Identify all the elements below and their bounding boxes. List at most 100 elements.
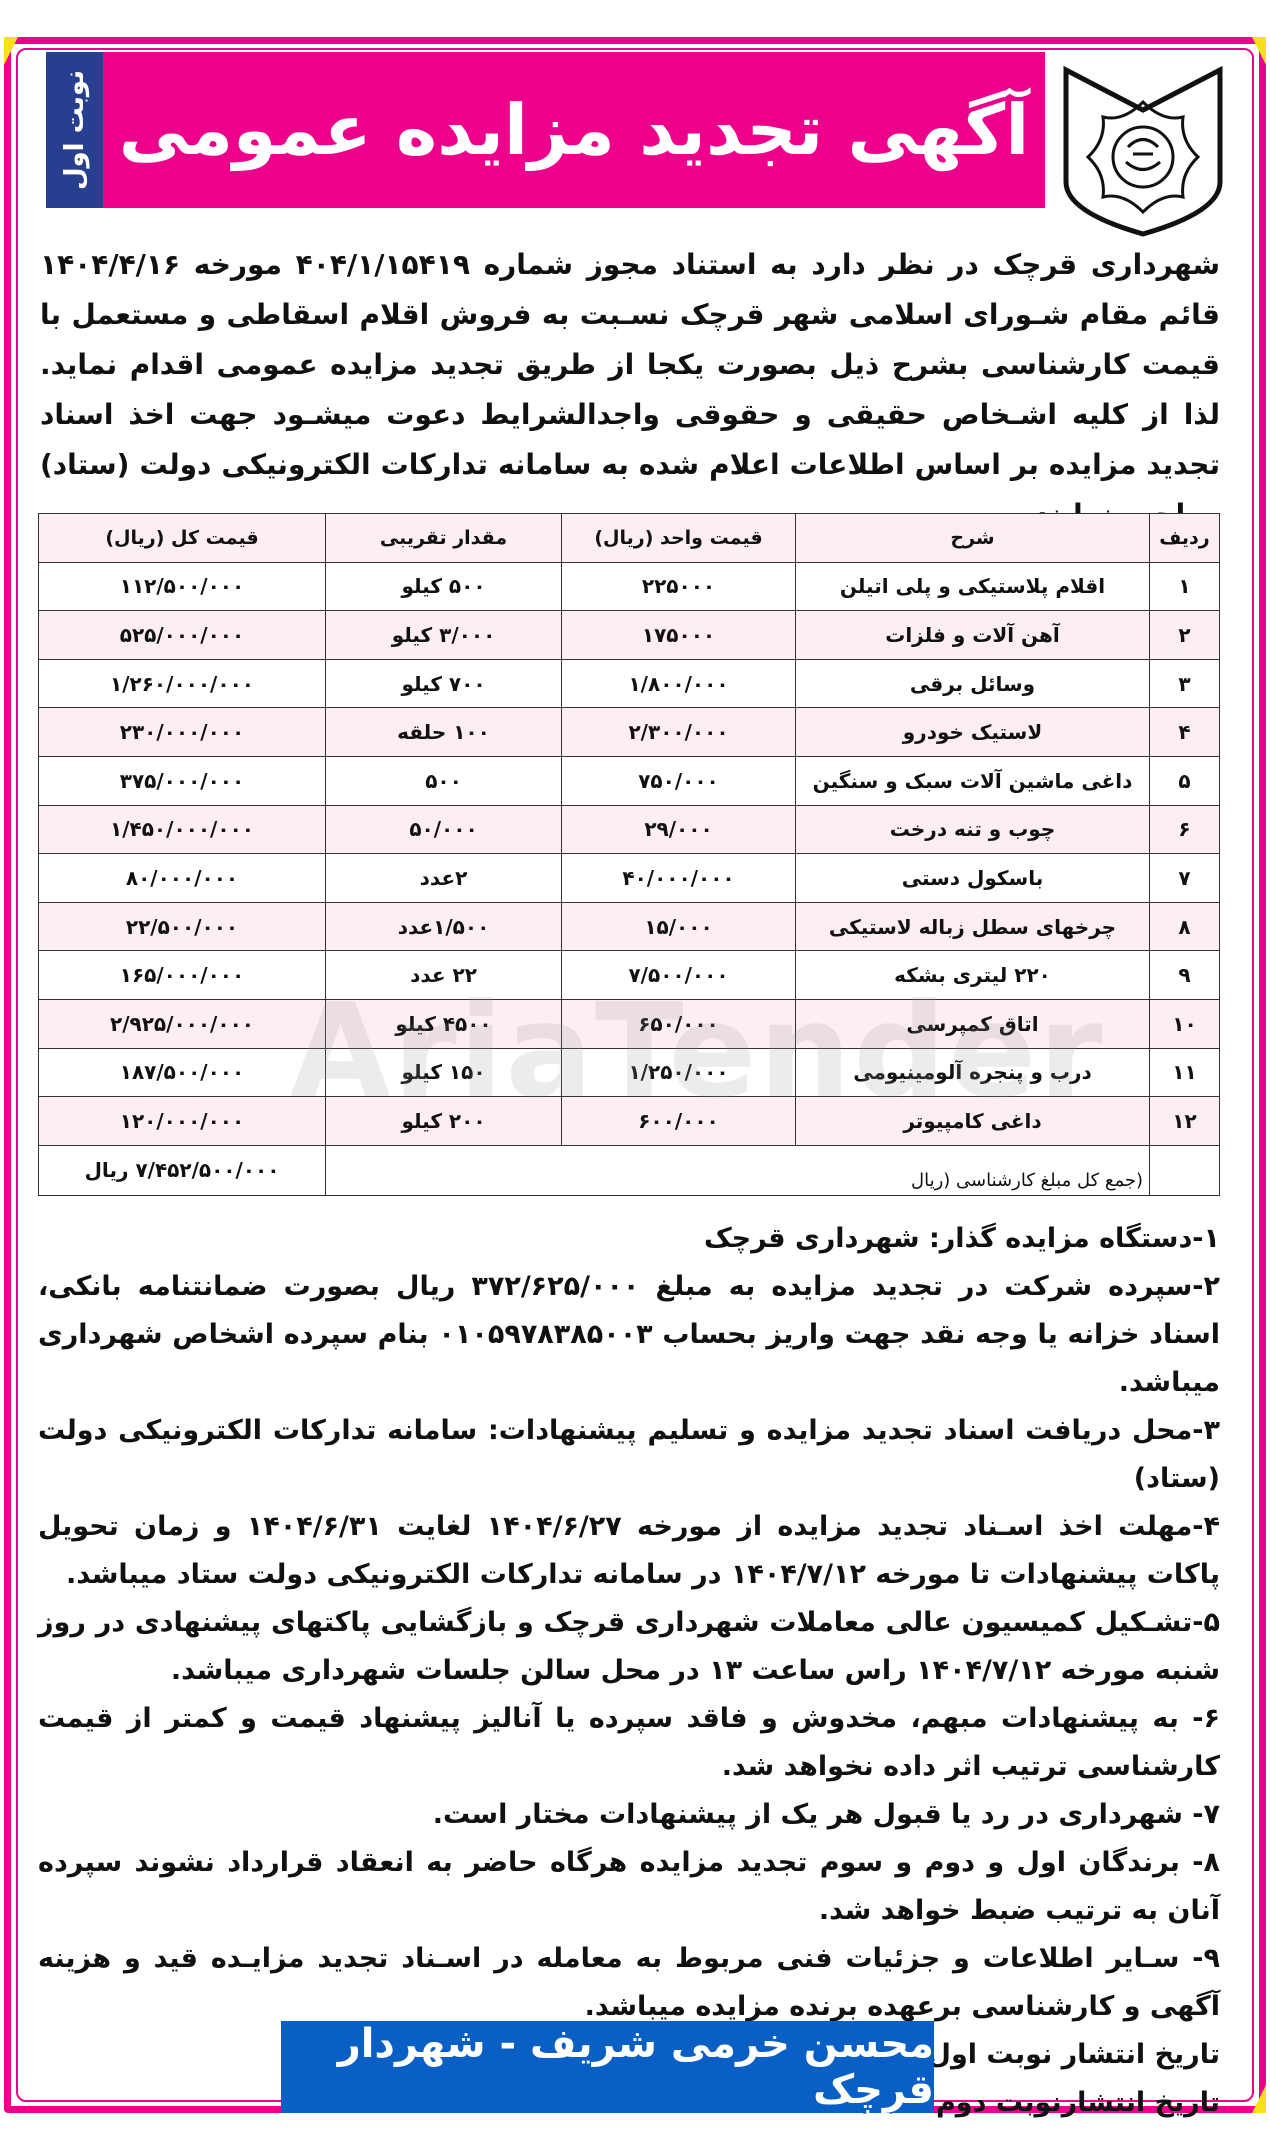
item-description: چوب و تنه درخت	[795, 804, 1150, 855]
edition-tab: نوبت اول	[46, 52, 103, 208]
municipality-emblem-icon	[1063, 65, 1223, 237]
item-description: اتاق کمپرسی	[795, 998, 1150, 1049]
table-row: ۳ وسائل برقی ۱/۸۰۰/۰۰۰ ۷۰۰ کیلو ۱/۲۶۰/۰۰۰/۰۰…	[38, 658, 1220, 709]
quantity: ۲عدد	[325, 853, 562, 903]
clause-item: ۵-تشـکیل کمیسیون عالی معاملات شهرداری قر…	[38, 1607, 1220, 1686]
total-price: ۱۸۷/۵۰۰/۰۰۰	[38, 1047, 326, 1098]
column-header: قیمت کل (ریال)	[38, 513, 326, 563]
item-description: وسائل برقی	[795, 658, 1150, 709]
row-number: ۱	[1149, 561, 1220, 612]
clause-item: ۹- سـایر اطلاعات و جزئیات فنی مربوط به م…	[38, 1943, 1220, 2022]
quantity: ۳/۰۰۰ کیلو	[325, 610, 562, 660]
total-price: ۲/۹۲۵/۰۰۰/۰۰۰	[38, 998, 326, 1049]
clause-item: ۷- شهرداری در رد یا قبول هر یک از پیشنها…	[432, 1799, 1220, 1830]
edition-label: نوبت اول	[59, 69, 90, 191]
item-description: داغی کامپیوتر	[795, 1096, 1150, 1146]
item-description: اقلام پلاستیکی و پلی اتیلن	[795, 561, 1150, 612]
unit-price: ۷/۵۰۰/۰۰۰	[561, 950, 796, 1000]
total-row: (جمع کل مبلغ کارشناسی (ریال ۷/۴۵۲/۵۰۰/۰۰۰…	[38, 1144, 1220, 1196]
total-price: ۲۳۰/۰۰۰/۰۰۰	[38, 707, 326, 757]
items-table: ردیف شرح قیمت واحد (ریال) مقدار تقریبی قیمت …	[38, 513, 1220, 1196]
unit-price: ۴۰/۰۰۰/۰۰۰	[561, 853, 796, 903]
corner-decoration	[1252, 2085, 1266, 2113]
quantity: ۱/۵۰۰عدد	[325, 901, 562, 952]
unit-price: ۱/۸۰۰/۰۰۰	[561, 658, 796, 709]
row-number: ۵	[1149, 755, 1220, 806]
page-title: آگهی تجدید مزایده عمومی	[118, 89, 1030, 171]
table-row: ۲ آهن آلات و فلزات ۱۷۵۰۰۰ ۳/۰۰۰ کیلو ۵۲۵/۰۰۰…	[38, 610, 1220, 660]
total-price: ۱۶۵/۰۰۰/۰۰۰	[38, 950, 326, 1000]
quantity: ۷۰۰ کیلو	[325, 658, 562, 709]
quantity: ۴۵۰۰ کیلو	[325, 998, 562, 1049]
quantity: ۵۰/۰۰۰	[325, 804, 562, 855]
clause-item: ۴-مهلت اخذ اسـناد تجدید مزایده از مورخه …	[38, 1511, 1221, 1590]
quantity: ۲۲ عدد	[325, 950, 562, 1000]
row-number: ۷	[1149, 853, 1220, 903]
total-value: ۷/۴۵۲/۵۰۰/۰۰۰ ریال	[38, 1144, 326, 1196]
row-number: ۴	[1149, 707, 1220, 757]
total-price: ۸۰/۰۰۰/۰۰۰	[38, 853, 326, 903]
intro-paragraph: شهرداری قرچک در نظر دارد به استناد مجوز …	[40, 248, 1221, 531]
row-number: ۶	[1149, 804, 1220, 855]
quantity: ۲۰۰ کیلو	[325, 1096, 562, 1146]
column-header: قیمت واحد (ریال)	[561, 513, 796, 563]
table-row: ۱۱ درب و پنجره آلومینیومی ۱/۲۵۰/۰۰۰ ۱۵۰ کیل…	[38, 1047, 1220, 1098]
signature-box: محسن خرمی شریف - شهردار قرچک	[281, 2021, 934, 2113]
clause-item: ۸- برندگان اول و دوم و سوم تجدید مزایده …	[38, 1847, 1220, 1926]
quantity: ۱۰۰ حلقه	[325, 707, 562, 757]
total-price: ۱۱۲/۵۰۰/۰۰۰	[38, 561, 326, 612]
column-header: مقدار تقریبی	[325, 513, 562, 563]
table-row: ۷ باسکول دستی ۴۰/۰۰۰/۰۰۰ ۲عدد ۸۰/۰۰۰/۰۰۰	[38, 853, 1220, 903]
table-row: ۱۰ اتاق کمپرسی ۶۵۰/۰۰۰ ۴۵۰۰ کیلو ۲/۹۲۵/۰۰۰/۰…	[38, 998, 1220, 1049]
item-description: درب و پنجره آلومینیومی	[795, 1047, 1150, 1098]
unit-price: ۱۷۵۰۰۰	[561, 610, 796, 660]
item-description: داغی ماشین آلات سبک و سنگین	[795, 755, 1150, 806]
total-label: (جمع کل مبلغ کارشناسی (ریال	[325, 1144, 1150, 1196]
unit-price: ۲/۳۰۰/۰۰۰	[561, 707, 796, 757]
table-row: ۵ داغی ماشین آلات سبک و سنگین ۷۵۰/۰۰۰ ۵۰۰ ۳۷…	[38, 755, 1220, 806]
row-number: ۳	[1149, 658, 1220, 709]
clause-item: ۲-سپرده شرکت در تجدید مزایده به مبلغ ۳۷۲…	[38, 1271, 1221, 1398]
total-price: ۵۲۵/۰۰۰/۰۰۰	[38, 610, 326, 660]
corner-decoration	[4, 37, 18, 65]
total-empty	[1149, 1144, 1220, 1196]
total-price: ۱/۴۵۰/۰۰۰/۰۰۰	[38, 804, 326, 855]
item-description: لاستیک خودرو	[795, 707, 1150, 757]
unit-price: ۷۵۰/۰۰۰	[561, 755, 796, 806]
watermark: AriaTender	[290, 975, 1105, 1127]
total-price: ۱۲۰/۰۰۰/۰۰۰	[38, 1096, 326, 1146]
unit-price: ۱/۲۵۰/۰۰۰	[561, 1047, 796, 1098]
item-description: باسکول دستی	[795, 853, 1150, 903]
table-row: ۸ چرخهای سطل زباله لاستیکی ۱۵/۰۰۰ ۱/۵۰۰عدد ۲…	[38, 901, 1220, 952]
clause-item: ۱-دستگاه مزایده گذار: شهرداری قرچک	[704, 1223, 1220, 1254]
title-banner: آگهی تجدید مزایده عمومی	[103, 52, 1045, 208]
row-number: ۱۰	[1149, 998, 1220, 1049]
row-number: ۲	[1149, 610, 1220, 660]
unit-price: ۲۲۵۰۰۰	[561, 561, 796, 612]
quantity: ۵۰۰	[325, 755, 562, 806]
item-description: چرخهای سطل زباله لاستیکی	[795, 901, 1150, 952]
item-description: آهن آلات و فلزات	[795, 610, 1150, 660]
column-header: شرح	[795, 513, 1150, 563]
clause-item: ۶- به پیشنهادات مبهم، مخدوش و فاقد سپرده…	[38, 1703, 1220, 1782]
table-row: ۴ لاستیک خودرو ۲/۳۰۰/۰۰۰ ۱۰۰ حلقه ۲۳۰/۰۰۰/۰۰…	[38, 707, 1220, 757]
table-row: ۱ اقلام پلاستیکی و پلی اتیلن ۲۲۵۰۰۰ ۵۰۰ کیل…	[38, 561, 1220, 612]
column-header: ردیف	[1149, 513, 1220, 563]
table-row: ۶ چوب و تنه درخت ۲۹/۰۰۰ ۵۰/۰۰۰ ۱/۴۵۰/۰۰۰/۰۰۰	[38, 804, 1220, 855]
signature: محسن خرمی شریف - شهردار قرچک	[337, 2021, 934, 2113]
table-row: ۱۲ داغی کامپیوتر ۶۰۰/۰۰۰ ۲۰۰ کیلو ۱۲۰/۰۰۰/۰۰…	[38, 1096, 1220, 1146]
unit-price: ۶۵۰/۰۰۰	[561, 998, 796, 1049]
row-number: ۱۲	[1149, 1096, 1220, 1146]
quantity: ۵۰۰ کیلو	[325, 561, 562, 612]
total-price: ۲۲/۵۰۰/۰۰۰	[38, 901, 326, 952]
clause-item: ۳-محل دریافت اسناد تجدید مزایده و تسلیم …	[38, 1415, 1220, 1494]
row-number: ۱۱	[1149, 1047, 1220, 1098]
corner-decoration	[1252, 37, 1266, 65]
clauses-list: ۱-دستگاه مزایده گذار: شهرداری قرچک ۲-سپرد…	[38, 1215, 1220, 2127]
total-price: ۱/۲۶۰/۰۰۰/۰۰۰	[38, 658, 326, 709]
unit-price: ۱۵/۰۰۰	[561, 901, 796, 952]
unit-price: ۲۹/۰۰۰	[561, 804, 796, 855]
row-number: ۹	[1149, 950, 1220, 1000]
row-number: ۸	[1149, 901, 1220, 952]
unit-price: ۶۰۰/۰۰۰	[561, 1096, 796, 1146]
